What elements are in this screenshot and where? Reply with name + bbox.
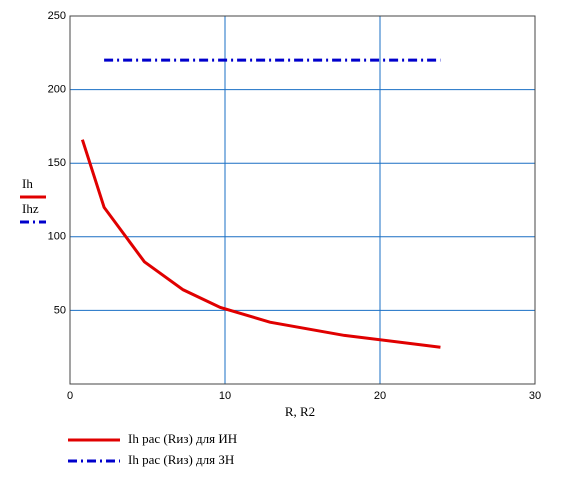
plot-frame xyxy=(69,15,536,385)
data-line xyxy=(80,139,441,349)
x-tick-label: 0 xyxy=(67,390,73,402)
y-tick-label: 50 xyxy=(54,304,66,316)
x-tick-label: 20 xyxy=(374,390,386,402)
y-tick-label: 200 xyxy=(48,84,66,96)
x-tick-label: 10 xyxy=(219,390,231,402)
legend-label: Ih рас (Rиз) для ЗН xyxy=(128,452,234,467)
x-axis-label: R, R2 xyxy=(285,404,315,419)
y-tick-label: 250 xyxy=(48,10,66,22)
y-axis-label: Ih xyxy=(22,176,33,191)
x-tick-label: 30 xyxy=(529,390,541,402)
legend-label: Ih рас (Rиз) для ИН xyxy=(128,431,237,446)
y-axis-label: Ihz xyxy=(22,201,39,216)
y-tick-label: 100 xyxy=(48,231,66,243)
y-tick-label: 150 xyxy=(48,157,66,169)
